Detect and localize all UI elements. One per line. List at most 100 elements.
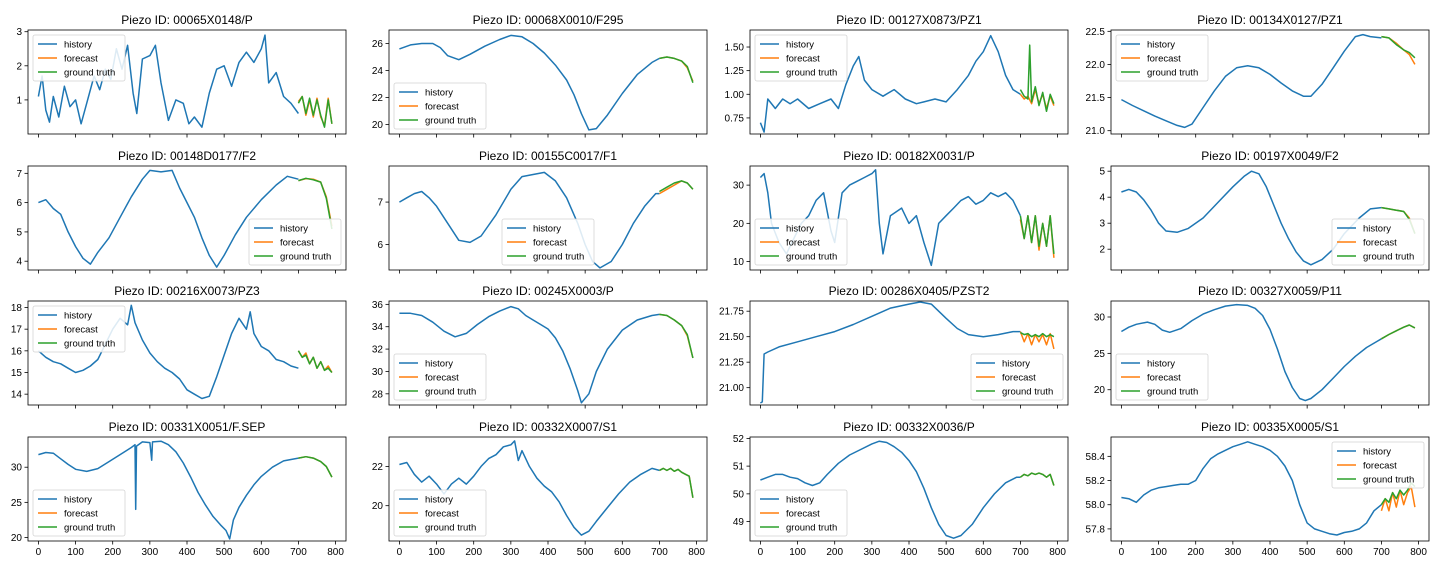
- y-tick-label: 10: [733, 257, 745, 268]
- subplot-title: Piezo ID: 00327X0059/P11: [1198, 284, 1342, 298]
- subplot-7: Piezo ID: 00197X0049/F2 2 3 4 5 history foreca…: [1099, 149, 1430, 274]
- y-tick-label: 50: [733, 489, 745, 500]
- series-line-ground-truth: [298, 455, 333, 478]
- subplot-title: Piezo ID: 00155C0017/F1: [479, 149, 617, 163]
- y-tick-label: 24: [372, 66, 384, 77]
- legend-box: [970, 353, 1064, 401]
- legend-label-ground-truth: ground truth: [64, 68, 115, 79]
- y-tick-label: 1.00: [725, 90, 745, 101]
- legend-label-forecast: forecast: [786, 238, 820, 249]
- series-line-history: [37, 304, 299, 400]
- y-tick-label: 30: [11, 463, 23, 474]
- legend-box: [32, 489, 126, 537]
- x-tick-label: 800: [1410, 547, 1427, 558]
- subplot-2: Piezo ID: 00127X0873/PZ1 0.75 1.00 1.25 1.50…: [725, 13, 1069, 138]
- legend-label-forecast: forecast: [1363, 461, 1397, 472]
- series-line-history: [399, 171, 660, 269]
- x-tick-label: 300: [142, 547, 159, 558]
- x-tick-label: 300: [503, 547, 520, 558]
- legend-label-ground-truth: ground truth: [1147, 387, 1198, 398]
- series-line-history: [38, 169, 299, 268]
- series-line-ground-truth: [659, 313, 694, 359]
- x-tick-label: 500: [577, 547, 594, 558]
- legend-box: [393, 82, 487, 130]
- subplot-title: Piezo ID: 00286X0405/PZST2: [829, 284, 990, 298]
- x-tick-label: 500: [1299, 547, 1316, 558]
- y-tick-label: 14: [11, 390, 23, 401]
- legend-label-ground-truth: ground truth: [64, 339, 115, 350]
- legend-label-history: history: [1363, 224, 1391, 235]
- legend: history forecast ground truth: [32, 489, 126, 537]
- legend-label-forecast: forecast: [425, 102, 459, 113]
- y-tick-label: 22.0: [1086, 60, 1106, 71]
- legend-label-ground-truth: ground truth: [64, 523, 115, 534]
- x-tick-label: 200: [1187, 547, 1204, 558]
- y-tick-label: 52: [733, 434, 745, 445]
- legend-label-history: history: [786, 40, 814, 51]
- legend: history forecast ground truth: [754, 218, 848, 266]
- legend-label-ground-truth: ground truth: [1363, 475, 1414, 486]
- y-tick-label: 22: [372, 462, 384, 473]
- x-tick-label: 100: [789, 547, 806, 558]
- subplot-5: Piezo ID: 00155C0017/F1 6 7 history forecast…: [377, 149, 708, 274]
- series-line-history: [760, 440, 1021, 539]
- series-line-ground-truth: [659, 467, 694, 498]
- y-tick-label: 7: [377, 198, 383, 209]
- y-tick-label: 6: [377, 240, 383, 251]
- subplot-title: Piezo ID: 00134X0127/PZ1: [1197, 13, 1343, 27]
- series-line-ground-truth: [1381, 35, 1416, 59]
- y-tick-label: 20: [372, 501, 384, 512]
- series-line-ground-truth: [298, 177, 333, 230]
- legend-label-history: history: [425, 359, 453, 370]
- x-tick-label: 200: [826, 547, 843, 558]
- legend: history forecast ground truth: [970, 353, 1064, 401]
- x-tick-label: 700: [1012, 547, 1029, 558]
- x-tick-label: 600: [614, 547, 631, 558]
- series-line-ground-truth: [1019, 44, 1055, 113]
- x-tick-label: 500: [216, 547, 233, 558]
- series-line-history: [399, 34, 660, 131]
- y-tick-label: 1.50: [725, 43, 745, 54]
- legend-label-forecast: forecast: [64, 325, 98, 336]
- x-tick-label: 400: [901, 547, 918, 558]
- legend-label-ground-truth: ground truth: [425, 523, 476, 534]
- y-tick-label: 36: [372, 300, 384, 311]
- legend-label-forecast: forecast: [533, 238, 567, 249]
- legend-label-ground-truth: ground truth: [786, 252, 837, 263]
- legend: history forecast ground truth: [501, 218, 595, 266]
- subplot-title: Piezo ID: 00216X0073/PZ3: [114, 284, 260, 298]
- subplot-11: Piezo ID: 00327X0059/P11 20 25 30 history for…: [1094, 284, 1430, 409]
- legend-label-forecast: forecast: [786, 54, 820, 65]
- legend: history forecast ground truth: [1115, 353, 1209, 401]
- legend-label-history: history: [1147, 40, 1175, 51]
- legend-label-ground-truth: ground truth: [786, 68, 837, 79]
- legend-label-history: history: [786, 495, 814, 506]
- legend-label-forecast: forecast: [1002, 373, 1036, 384]
- subplot-title: Piezo ID: 00182X0031/P: [843, 149, 974, 163]
- legend-label-history: history: [533, 224, 561, 235]
- subplot-title: Piezo ID: 00197X0049/F2: [1201, 149, 1339, 163]
- x-tick-label: 200: [465, 547, 482, 558]
- legend-label-history: history: [64, 40, 92, 51]
- subplot-title: Piezo ID: 00245X0003/P: [482, 284, 613, 298]
- y-tick-label: 26: [372, 39, 384, 50]
- y-tick-label: 30: [1094, 313, 1106, 324]
- y-tick-label: 58.2: [1086, 476, 1106, 487]
- legend-box: [501, 218, 595, 266]
- series-line-history: [759, 34, 1021, 133]
- legend-label-forecast: forecast: [64, 509, 98, 520]
- legend-box: [1115, 34, 1209, 82]
- legend-label-ground-truth: ground truth: [533, 252, 584, 263]
- x-tick-label: 300: [864, 547, 881, 558]
- y-tick-label: 3: [16, 27, 22, 38]
- legend-label-history: history: [64, 495, 92, 506]
- subplot-10: Piezo ID: 00286X0405/PZST2 21.00 21.25 21.5…: [719, 284, 1069, 409]
- y-tick-label: 21.0: [1086, 126, 1106, 137]
- subplot-13: Piezo ID: 00332X0007/S1 20 22 0 100 200 300 400…: [372, 420, 708, 558]
- legend-label-ground-truth: ground truth: [1002, 387, 1053, 398]
- legend: history forecast ground truth: [393, 489, 487, 537]
- y-tick-label: 57.8: [1086, 524, 1106, 535]
- subplot-0: Piezo ID: 00065X0148/P 1 2 3 history forecast…: [16, 13, 347, 138]
- x-tick-label: 0: [397, 547, 403, 558]
